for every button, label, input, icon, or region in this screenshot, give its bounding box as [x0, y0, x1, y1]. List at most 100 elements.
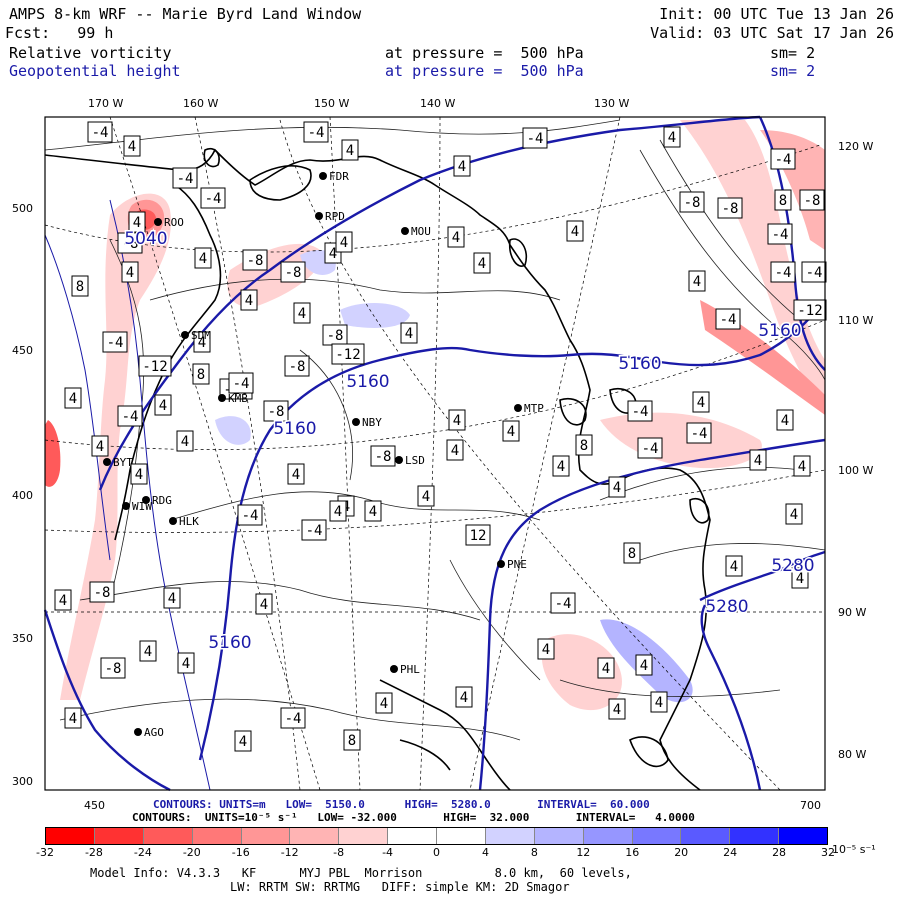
vort-label-box: [793, 455, 811, 477]
vort-label-box: [87, 121, 113, 143]
coastline-island: [559, 398, 587, 426]
vort-label: 4: [697, 395, 705, 411]
vort-label: 4: [781, 413, 789, 429]
colorbar-label: 0: [433, 846, 440, 859]
colorbar-label: -16: [231, 846, 250, 859]
vort-label: 4: [239, 734, 247, 750]
vort-label: -4: [308, 125, 325, 141]
colorbar-label: 28: [772, 846, 787, 859]
top-lon-label: 150 W: [314, 97, 350, 110]
vort-label-box: [623, 542, 641, 564]
station-label: WIW: [132, 500, 152, 513]
vort-label-box: [717, 197, 743, 219]
vort-label: 4: [126, 265, 134, 281]
vort-label: 4: [640, 658, 648, 674]
height-contour: [478, 438, 826, 791]
vort-label: 4: [668, 130, 676, 146]
vort-label-box: [637, 437, 663, 459]
right-lon-label: 100 W: [838, 464, 874, 477]
colorbar-label: 20: [674, 846, 689, 859]
vort-label-box: [608, 476, 626, 498]
vort-label: 4: [458, 159, 466, 175]
vort-label: 4: [340, 235, 348, 251]
height-contour: [699, 550, 826, 602]
vort-label-box: [791, 567, 809, 589]
vort-label-box: [650, 691, 668, 713]
vort-label-box: [801, 261, 827, 283]
station-marker: [134, 728, 142, 736]
vort-contour: [169, 491, 541, 521]
vort-label: -4: [720, 312, 737, 328]
vort-label-box: [193, 331, 211, 353]
station-marker: [401, 227, 409, 235]
vort-label: 4: [96, 439, 104, 455]
vort-contour: [299, 349, 353, 481]
vort-label-box: [89, 581, 115, 603]
height-label: 5160: [273, 419, 316, 439]
vort-label-box: [329, 500, 347, 522]
vort-label: -8: [722, 201, 739, 217]
vort-label: 4: [380, 696, 388, 712]
vort-contour: [639, 149, 826, 381]
station-label: PHL: [400, 663, 420, 676]
parallel: [44, 319, 826, 450]
coastline-ross: [114, 184, 222, 541]
vort-label: 4: [144, 644, 152, 660]
vort-label: 4: [730, 559, 738, 575]
height-contour: [198, 299, 826, 761]
station-marker: [352, 418, 360, 426]
vort-positive-area: [600, 412, 762, 469]
vort-label: -8: [375, 449, 392, 465]
vort-label-box: [341, 139, 359, 161]
colorbar-label: -32: [36, 846, 54, 859]
vort-label-box: [502, 420, 520, 442]
coastline-island: [508, 238, 528, 267]
bottom-grid-label: 700: [800, 799, 821, 812]
vort-label-box: [228, 372, 254, 394]
vort-label: -4: [306, 523, 323, 539]
parallel: [44, 144, 821, 253]
colorbar-cell: [583, 828, 633, 844]
height-contour: [700, 604, 762, 791]
parallel: [279, 119, 781, 791]
vort-label-box: [550, 592, 576, 614]
height-label: 5040: [124, 229, 167, 249]
vort-label: 4: [790, 507, 798, 523]
coastline-island: [689, 498, 710, 524]
vort-label: -4: [806, 265, 823, 281]
vort-label: -4: [642, 441, 659, 457]
vort-label-box: [375, 692, 393, 714]
colorbar-label: -4: [382, 846, 394, 859]
vort-label: -8: [289, 359, 306, 375]
colorbar-units: 10⁻⁵ s⁻¹: [832, 843, 876, 856]
vort-label: 8: [779, 193, 787, 209]
vort-contour: [599, 466, 801, 501]
vort-label-box: [71, 275, 89, 297]
vort-label-box: [123, 135, 141, 157]
top-lon-label: 170 W: [88, 97, 124, 110]
vort-contour: [149, 278, 561, 301]
vort-label-box: [566, 220, 584, 242]
vort-label-box: [242, 249, 268, 271]
height-contours-thin: [44, 199, 211, 791]
vort-label: 4: [133, 215, 141, 231]
vort-label-box: [117, 232, 143, 254]
station-layer: FDR RPD MOU ROO SDM KMB NBY LSD MTP RDG BYT WIW HLK P…: [103, 170, 544, 739]
station-label: ROO: [164, 216, 184, 229]
vort-contour: [59, 698, 521, 741]
colorbar-label: -12: [280, 846, 299, 859]
vort-label-box: [770, 261, 796, 283]
field2-smoothing: sm= 2: [770, 62, 816, 80]
top-lon-label: 140 W: [420, 97, 456, 110]
station-marker: [122, 502, 130, 510]
colorbar-label: 12: [576, 846, 591, 859]
vort-label-box: [417, 485, 435, 507]
station-marker: [514, 404, 522, 412]
vort-label: 4: [798, 459, 806, 475]
height-label: 5280: [771, 556, 814, 576]
vort-label-box: [663, 126, 681, 148]
vort-label-box: [335, 231, 353, 253]
top-lon-label: 160 W: [183, 97, 219, 110]
left-grid-label: 300: [12, 775, 33, 788]
